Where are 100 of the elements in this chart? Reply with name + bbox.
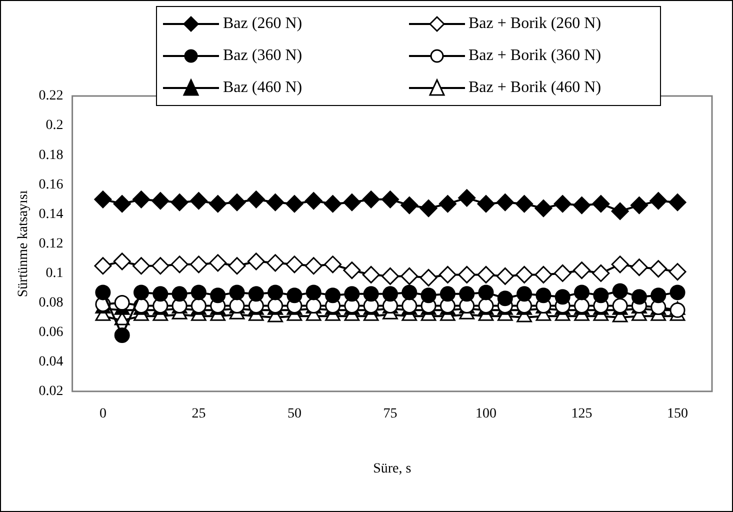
y-tick-label: 0.08 <box>38 295 64 310</box>
x-tick-label: 100 <box>476 406 496 422</box>
point <box>134 284 149 300</box>
point <box>324 256 342 274</box>
point <box>152 286 168 302</box>
point <box>478 298 494 314</box>
point <box>536 288 552 304</box>
y-tick-label: 0.04 <box>38 354 64 370</box>
y-axis-title: Sürtünme katsayısı <box>16 190 32 298</box>
point <box>630 196 648 214</box>
point <box>266 254 284 272</box>
point <box>420 288 436 304</box>
point <box>668 194 686 212</box>
x-tick-label: 125 <box>571 406 592 422</box>
point <box>650 260 668 278</box>
point <box>228 257 246 275</box>
point <box>459 286 475 302</box>
point <box>630 258 648 276</box>
point <box>268 284 284 300</box>
point <box>152 257 170 275</box>
point <box>573 196 591 214</box>
point <box>611 256 629 274</box>
point <box>132 257 150 275</box>
point <box>94 190 112 208</box>
point <box>247 252 265 270</box>
point <box>170 256 188 274</box>
point <box>420 268 438 286</box>
point <box>362 266 380 284</box>
point <box>650 192 668 210</box>
point <box>440 286 456 302</box>
point <box>573 262 591 280</box>
legend-label: Baz (260 N) <box>223 15 302 33</box>
point <box>362 190 380 208</box>
legend-label: Baz + Borik (360 N) <box>468 47 602 65</box>
y-tick-label: 0.02 <box>38 384 64 400</box>
point <box>113 252 131 270</box>
point <box>304 257 322 275</box>
point <box>248 286 264 302</box>
point <box>190 256 208 274</box>
y-tick-label: 0.22 <box>38 88 64 104</box>
point <box>438 266 456 284</box>
legend-label: Baz (460 N) <box>223 79 302 97</box>
point <box>593 288 609 304</box>
y-tick-label: 0.12 <box>38 236 64 252</box>
point <box>381 190 399 208</box>
point <box>496 194 514 212</box>
point <box>554 195 572 213</box>
point <box>304 192 322 210</box>
point <box>363 286 379 302</box>
legend-label: Baz + Borik (460 N) <box>468 79 602 97</box>
x-tick-label: 75 <box>383 406 398 422</box>
point <box>190 192 208 210</box>
point <box>229 284 245 300</box>
point <box>132 190 150 208</box>
point <box>477 195 495 213</box>
point <box>94 257 112 275</box>
point <box>534 266 552 284</box>
point <box>402 284 418 300</box>
point <box>497 290 513 306</box>
point <box>382 286 398 302</box>
point <box>114 295 130 311</box>
point <box>592 264 610 282</box>
point <box>209 195 227 213</box>
point <box>343 194 361 212</box>
point <box>210 288 226 304</box>
point <box>268 298 284 314</box>
x-tick-label: 0 <box>99 406 106 422</box>
point <box>113 195 131 213</box>
point <box>477 266 495 284</box>
legend-label: Baz + Borik (260 N) <box>468 15 602 33</box>
point <box>247 190 265 208</box>
point <box>286 195 304 213</box>
point <box>190 284 206 300</box>
point <box>114 328 130 344</box>
point <box>95 284 111 300</box>
point <box>400 267 418 285</box>
point <box>286 288 302 304</box>
point <box>458 266 476 284</box>
point <box>670 302 686 318</box>
point <box>228 194 246 212</box>
point <box>612 298 628 314</box>
point <box>286 256 304 274</box>
point <box>172 286 188 302</box>
point <box>554 289 570 305</box>
point <box>266 194 284 212</box>
point <box>381 267 399 285</box>
point <box>170 194 188 212</box>
point <box>458 189 476 207</box>
x-tick-label: 50 <box>287 406 302 422</box>
point <box>438 195 456 213</box>
y-tick-label: 0.14 <box>38 206 64 222</box>
x-tick-label: 25 <box>192 406 206 422</box>
point <box>650 288 666 304</box>
point <box>324 195 342 213</box>
point <box>306 284 322 300</box>
y-tick-label: 0.06 <box>38 324 64 340</box>
y-tick-label: 0.2 <box>46 118 64 134</box>
y-tick-label: 0.18 <box>38 148 64 163</box>
point <box>516 266 534 284</box>
point <box>400 196 418 214</box>
